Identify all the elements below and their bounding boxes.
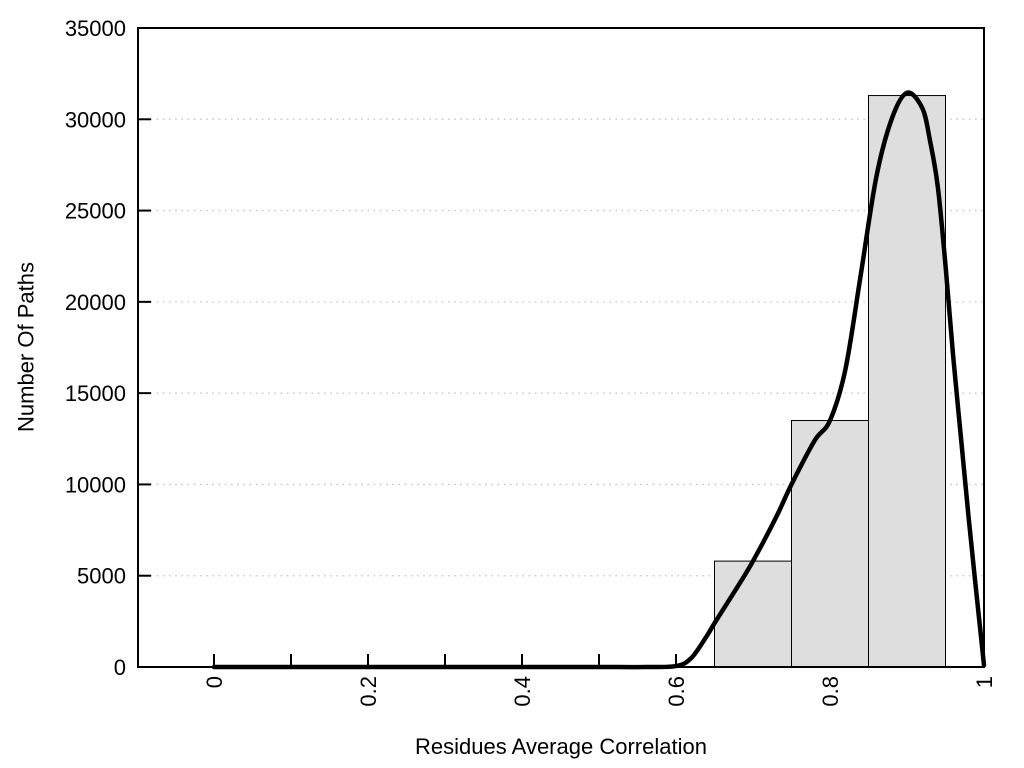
x-tick-label: 0.4	[510, 676, 535, 707]
x-tick-label: 0	[202, 676, 227, 688]
x-tick-label: 0.2	[356, 676, 381, 707]
x-tick-label: 0.6	[664, 676, 689, 707]
y-tick-label: 15000	[65, 381, 126, 406]
y-tick-label: 10000	[65, 472, 126, 497]
y-tick-label: 5000	[77, 564, 126, 589]
y-tick-label: 25000	[65, 199, 126, 224]
y-tick-label: 0	[114, 655, 126, 680]
density-curve	[211, 90, 987, 670]
y-axis-title: Number Of Paths	[13, 262, 39, 432]
x-axis-title: Residues Average Correlation	[415, 734, 707, 759]
y-tick-label: 20000	[65, 290, 126, 315]
y-tick-label: 30000	[65, 107, 126, 132]
y-tick-label: 35000	[65, 16, 126, 41]
x-tick-label: 1	[972, 676, 997, 688]
x-tick-label: 0.8	[818, 676, 843, 707]
histogram-bar	[713, 560, 792, 668]
histogram-bar	[867, 95, 946, 668]
